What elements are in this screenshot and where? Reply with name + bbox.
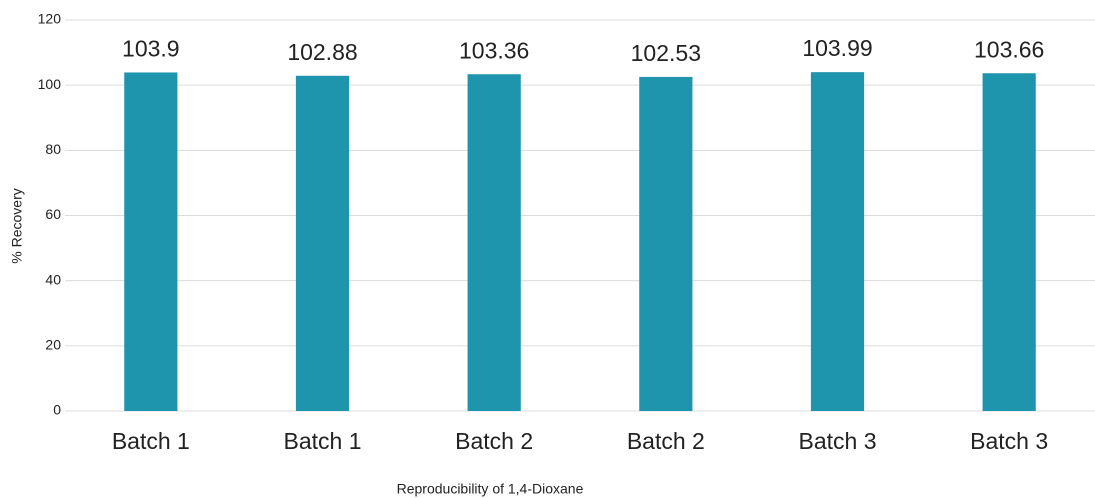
bar xyxy=(982,73,1036,412)
bar xyxy=(295,75,350,412)
value-label: 103.99 xyxy=(802,35,872,61)
y-tick-label: 0 xyxy=(53,402,61,418)
y-tick-label: 40 xyxy=(45,271,61,287)
bar xyxy=(124,72,178,411)
value-label: 103.9 xyxy=(122,36,180,62)
x-tick-label: Batch 3 xyxy=(970,428,1048,454)
bar xyxy=(467,74,521,412)
bar xyxy=(639,76,693,411)
x-tick-label: Batch 1 xyxy=(112,428,190,454)
x-tick-label: Batch 2 xyxy=(455,428,533,454)
x-tick-label: Batch 2 xyxy=(627,428,705,454)
value-label: 102.53 xyxy=(631,40,701,66)
value-label: 103.66 xyxy=(974,36,1044,62)
y-tick-label: 120 xyxy=(38,11,62,27)
value-label: 103.36 xyxy=(459,37,529,63)
y-axis-title: % Recovery xyxy=(9,188,25,263)
y-tick-label: 80 xyxy=(45,141,61,157)
value-label: 102.88 xyxy=(287,39,357,65)
y-tick-label: 100 xyxy=(38,76,62,92)
x-axis-title: Reproducibility of 1,4-Dioxane xyxy=(397,481,584,497)
y-tick-label: 20 xyxy=(45,337,61,353)
x-tick-label: Batch 1 xyxy=(284,428,362,454)
y-tick-label: 60 xyxy=(45,206,61,222)
x-tick-label: Batch 3 xyxy=(799,428,877,454)
bar xyxy=(810,72,865,411)
